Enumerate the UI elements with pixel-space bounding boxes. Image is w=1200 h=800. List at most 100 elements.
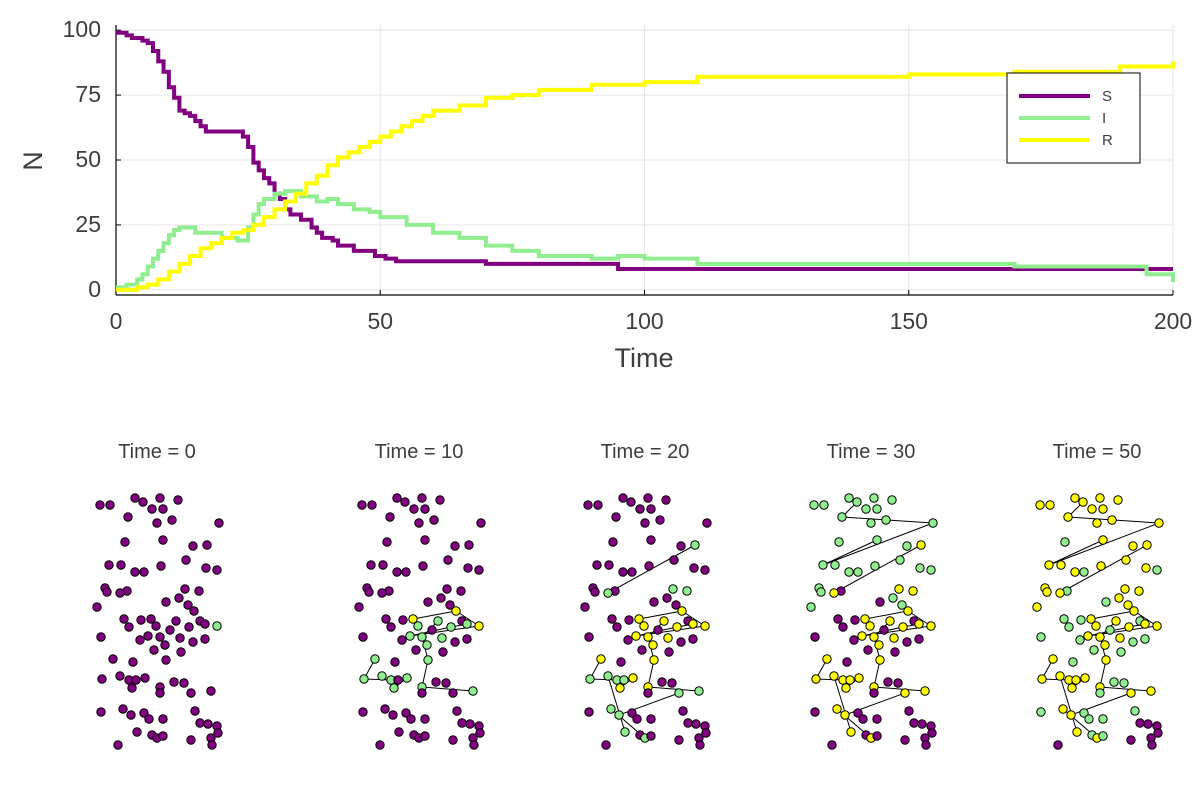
network-node-S [604,560,614,570]
network-node-S [108,654,118,664]
legend-label-R: R [1102,132,1113,149]
network-node-I [809,500,819,510]
network-node-S [171,616,181,626]
network-node-I [852,497,862,507]
network-node-R [1066,710,1076,720]
network-node-R [1146,686,1156,696]
network-node-I [887,495,897,505]
network-node-S [664,647,674,657]
network-node-S [450,541,460,551]
network-node-S [115,588,125,598]
network-node-S [156,561,166,571]
network-node-S [188,541,198,551]
network-panel: Time = 30 [806,441,938,750]
network-edge [1059,675,1078,733]
network-node-S [202,540,212,550]
network-node-R [649,655,659,665]
network-node-S [394,727,404,737]
network-node-S [618,493,628,503]
network-node-S [683,718,693,728]
network-node-S [438,647,448,657]
network-node-S [97,674,107,684]
network-edge [873,686,926,692]
network-node-R [451,606,461,616]
network-node-R [860,614,870,624]
network-node-I [1130,706,1140,716]
network-node-R [1142,540,1152,550]
network-node-R [916,540,926,550]
network-node-R [926,621,936,631]
network-node-R [631,631,641,641]
network-node-S [392,493,402,503]
series-line-R [116,61,1175,292]
network-node-R [1063,512,1073,522]
network-node-R [1121,555,1131,565]
network-node-S [195,718,205,728]
network-edge [647,686,700,692]
network-node-S [147,504,157,514]
network-node-R [829,671,839,681]
network-node-S [158,731,168,741]
network-node-S [593,500,603,510]
network-node-I [1060,537,1070,547]
network-node-S [640,518,650,528]
network-node-S [174,593,184,603]
network-node-R [1123,600,1133,610]
network-node-R [663,633,673,643]
network-node-S [900,735,910,745]
network-node-S [465,719,475,729]
network-node-R [914,619,924,629]
network-node-R [1048,654,1058,664]
network-node-S [448,735,458,745]
network-node-S [435,495,445,505]
y-tick-label: 0 [88,276,101,302]
network-node-R [889,633,899,643]
network-node-I [834,537,844,547]
network-node-I [1089,645,1099,655]
network-node-S [655,515,665,525]
network-node-S [420,535,430,545]
network-node-R [643,632,653,642]
network-node-R [1140,619,1150,629]
network-edge [833,675,852,733]
network-node-S [183,600,193,610]
network-node-R [1134,586,1144,596]
network-node-R [1096,561,1106,571]
network-node-I [819,500,829,510]
network-node-S [1153,728,1163,738]
network-node-R [1124,622,1134,632]
network-node-S [144,714,154,724]
network-node-I [818,560,828,570]
network-node-R [832,704,842,714]
network-node-S [116,560,126,570]
network-node-R [1114,593,1124,603]
network-node-R [874,640,884,650]
network-edge [607,675,626,733]
network-node-S [96,632,106,642]
network-node-S [909,718,919,728]
network-node-R [700,621,710,631]
network-node-S [120,537,130,547]
network-node-S [420,714,430,724]
network-node-R [908,586,918,596]
network-node-S [179,678,189,688]
network-node-I [1036,632,1046,642]
network-node-S [213,728,223,738]
network-node-S [450,637,460,647]
network-node-S [612,622,622,632]
network-node-R [1083,631,1093,641]
network-node-S [92,602,102,612]
network-node-I [844,493,854,503]
network-node-S [105,500,115,510]
network-node-S [914,634,924,644]
network-node-S [423,597,433,607]
network-node-S [160,640,170,650]
network-node-I [872,504,882,514]
network-node-R [1154,518,1164,528]
network-node-S [167,515,177,525]
network-node-S [810,632,820,642]
network-node-I [1036,707,1046,717]
network-node-R [875,655,885,665]
network-node-R [672,622,682,632]
network-node-S [427,625,437,635]
